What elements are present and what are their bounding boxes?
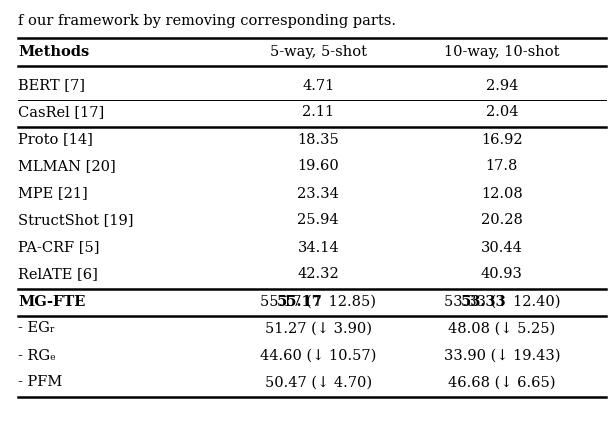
Text: Proto [14]: Proto [14] (18, 132, 93, 146)
Text: - EGᵣ: - EGᵣ (18, 322, 55, 335)
Text: 4.71: 4.71 (302, 78, 334, 92)
Text: - RGₑ: - RGₑ (18, 348, 56, 363)
Text: 20.28: 20.28 (481, 214, 523, 227)
Text: 10-way, 10-shot: 10-way, 10-shot (444, 45, 559, 59)
Text: 2.94: 2.94 (486, 78, 518, 92)
Text: MLMAN [20]: MLMAN [20] (18, 160, 116, 173)
Text: 25.94: 25.94 (297, 214, 339, 227)
Text: f our framework by removing corresponding parts.: f our framework by removing correspondin… (18, 14, 397, 28)
Text: 2.11: 2.11 (302, 106, 334, 120)
Text: 17.8: 17.8 (486, 160, 518, 173)
Text: 51.27 (↓ 3.90): 51.27 (↓ 3.90) (265, 322, 371, 335)
Text: 42.32: 42.32 (297, 268, 339, 281)
Text: MG-FTE: MG-FTE (18, 294, 86, 309)
Text: BERT [7]: BERT [7] (18, 78, 85, 92)
Text: MPE [21]: MPE [21] (18, 186, 88, 201)
Text: Methods: Methods (18, 45, 89, 59)
Text: 55.17: 55.17 (277, 294, 323, 309)
Text: 16.92: 16.92 (481, 132, 523, 146)
Text: 50.47 (↓ 4.70): 50.47 (↓ 4.70) (264, 376, 372, 389)
Text: 46.68 (↓ 6.65): 46.68 (↓ 6.65) (448, 376, 556, 389)
Text: 33.90 (↓ 19.43): 33.90 (↓ 19.43) (444, 348, 560, 363)
Text: RelATE [6]: RelATE [6] (18, 268, 99, 281)
Text: PA-CRF [5]: PA-CRF [5] (18, 240, 100, 255)
Text: 34.14: 34.14 (297, 240, 339, 255)
Text: 18.35: 18.35 (297, 132, 339, 146)
Text: 2.04: 2.04 (485, 106, 518, 120)
Text: 53.33 (↑ 12.40): 53.33 (↑ 12.40) (444, 294, 560, 309)
Text: CasRel [17]: CasRel [17] (18, 106, 105, 120)
Text: StructShot [19]: StructShot [19] (18, 214, 134, 227)
Text: 48.08 (↓ 5.25): 48.08 (↓ 5.25) (448, 322, 556, 335)
Text: 12.08: 12.08 (481, 186, 523, 201)
Text: 53.33: 53.33 (461, 294, 506, 309)
Text: 5-way, 5-shot: 5-way, 5-shot (270, 45, 367, 59)
Text: - PFM: - PFM (18, 376, 62, 389)
Text: 19.60: 19.60 (297, 160, 339, 173)
Text: 44.60 (↓ 10.57): 44.60 (↓ 10.57) (260, 348, 376, 363)
Text: 23.34: 23.34 (297, 186, 339, 201)
Text: 40.93: 40.93 (481, 268, 523, 281)
Text: 30.44: 30.44 (481, 240, 523, 255)
Text: 55.17 (↑ 12.85): 55.17 (↑ 12.85) (260, 294, 376, 309)
